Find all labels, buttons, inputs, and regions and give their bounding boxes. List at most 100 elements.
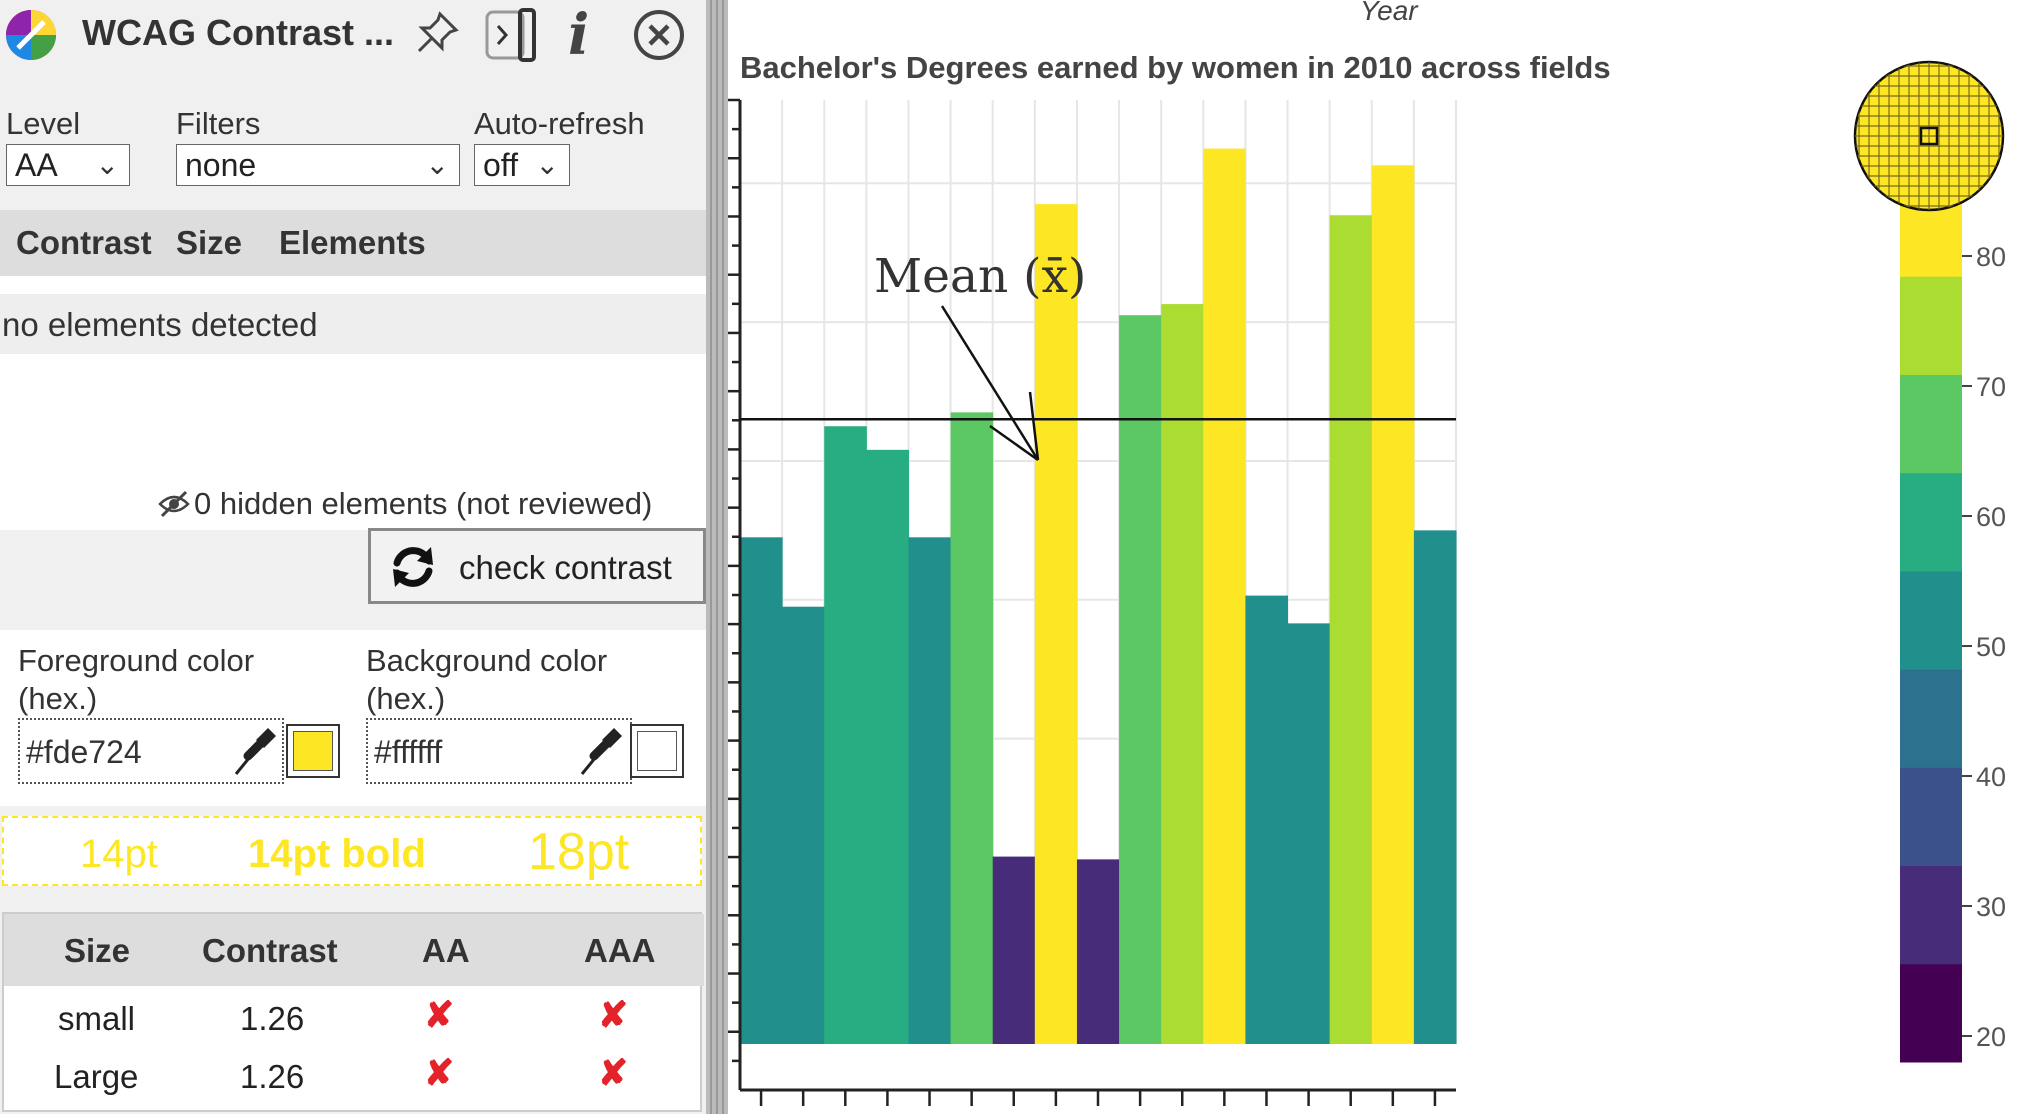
refresh-icon <box>393 547 433 587</box>
row-size: Large <box>54 1058 139 1095</box>
preview-18pt: 18pt <box>528 823 630 881</box>
elements-list: no elements detected 0 hidden elements (… <box>0 276 706 530</box>
aaa-fail-icon: ✘ <box>598 994 629 1035</box>
hidden-elements[interactable]: 0 hidden elements (not reviewed) <box>158 486 652 522</box>
text-preview: 14pt 14pt bold 18pt <box>2 816 702 886</box>
level-label: Level <box>6 106 81 141</box>
foreground-label-line2: (hex.) <box>18 681 98 716</box>
background-label-line1: Background color <box>366 643 608 678</box>
bar <box>1329 215 1373 1045</box>
year-label: Year <box>1360 0 1419 26</box>
empty-message: no elements detected <box>2 306 318 343</box>
bar <box>1119 315 1162 1044</box>
auto-refresh-select[interactable]: off ⌄ <box>474 144 570 186</box>
preview-14pt-bold: 14pt bold <box>248 832 426 876</box>
results-table: Size Contrast AA AAA small 1.26 ✘ ✘ Larg… <box>2 912 704 1112</box>
bar <box>1371 165 1415 1044</box>
auto-refresh-label: Auto-refresh <box>474 106 645 141</box>
color-picker-section: Foreground color (hex.) #fde724 Backgrou… <box>0 630 706 806</box>
colorbar-segment <box>1900 570 1962 670</box>
results-header-size: Size <box>64 932 131 969</box>
bar <box>824 426 867 1044</box>
background-label-line2: (hex.) <box>366 681 446 716</box>
column-size[interactable]: Size <box>176 224 243 261</box>
eye-slash-icon <box>158 490 190 518</box>
table-row: small 1.26 ✘ ✘ <box>4 986 704 1046</box>
annotation-arrow-head <box>989 391 1040 462</box>
row-contrast: 1.26 <box>240 1000 305 1037</box>
colorbar-tick-label: 60 <box>1976 502 2006 532</box>
bar <box>992 856 1036 1044</box>
bar <box>1287 623 1331 1044</box>
bar <box>1076 859 1120 1044</box>
results-header-aa: AA <box>422 932 470 969</box>
background-swatch-color <box>637 731 677 771</box>
bar <box>1245 595 1289 1044</box>
colorbar: 20 30 40 50 60 70 80 <box>1900 178 2006 1063</box>
pin-icon[interactable] <box>414 10 460 56</box>
loupe-center-pixel <box>1919 126 1939 146</box>
level-value: AA <box>15 147 58 183</box>
chevron-down-icon: ⌄ <box>425 149 449 180</box>
close-icon[interactable] <box>632 8 686 62</box>
colorbar-tick-label: 40 <box>1976 762 2006 792</box>
auto-refresh-value: off <box>483 147 518 183</box>
background-hex-input[interactable]: #ffffff <box>366 718 632 784</box>
preview-14pt: 14pt <box>80 832 158 876</box>
bar <box>782 606 825 1044</box>
aa-fail-icon: ✘ <box>424 1052 455 1093</box>
foreground-hex-input[interactable]: #fde724 <box>18 718 284 784</box>
eyedropper-icon[interactable] <box>232 726 278 778</box>
bar <box>908 537 952 1044</box>
panel-splitter[interactable] <box>706 0 728 1114</box>
table-row: Large 1.26 ✘ ✘ <box>4 1046 704 1106</box>
bar <box>1203 148 1246 1044</box>
filters-select[interactable]: none ⌄ <box>176 144 460 186</box>
colorbar-segment <box>1900 669 1962 768</box>
check-contrast-label: check contrast <box>459 549 672 586</box>
background-hex-value: #ffffff <box>374 734 443 770</box>
colorbar-tick-label: 20 <box>1976 1022 2006 1052</box>
background-swatch[interactable] <box>630 724 684 778</box>
panel-title: WCAG Contrast ... <box>82 12 394 53</box>
foreground-swatch-color <box>293 731 333 771</box>
bar <box>866 449 909 1044</box>
app-logo-icon <box>4 8 58 62</box>
elements-table-header: Contrast Size Elements <box>0 210 706 276</box>
column-elements[interactable]: Elements <box>279 224 426 261</box>
bar <box>1413 530 1457 1044</box>
foreground-label-line1: Foreground color <box>18 643 255 678</box>
bar <box>740 537 783 1044</box>
colorbar-segment <box>1900 767 1962 867</box>
bars <box>740 148 1457 1045</box>
loupe-grid <box>1855 62 2003 210</box>
hidden-elements-text: 0 hidden elements (not reviewed) <box>194 486 653 521</box>
y-axis <box>726 98 742 1090</box>
mean-annotation: Mean (x̄) <box>874 249 1086 304</box>
magnifier-loupe[interactable] <box>1849 56 2009 216</box>
chevron-down-icon: ⌄ <box>535 149 559 180</box>
dock-side-icon[interactable] <box>484 6 542 64</box>
colorbar-segment <box>1900 472 1962 572</box>
results-header-contrast: Contrast <box>202 932 338 969</box>
mean-line <box>740 305 1456 462</box>
column-contrast[interactable]: Contrast <box>16 224 152 261</box>
info-icon[interactable]: i <box>568 2 590 68</box>
background-label: Background color (hex.) <box>366 642 607 718</box>
level-select[interactable]: AA ⌄ <box>6 144 130 186</box>
chevron-down-icon: ⌄ <box>95 149 119 180</box>
empty-message-row: no elements detected <box>0 294 706 354</box>
bar <box>950 412 994 1045</box>
bar-chart: Year Bachelor's Degrees earned by women … <box>726 0 2009 1106</box>
colorbar-tick-label: 30 <box>1976 892 2006 922</box>
row-contrast: 1.26 <box>240 1058 305 1095</box>
filters-value: none <box>185 147 257 183</box>
filters-label: Filters <box>176 106 261 141</box>
colorbar-segment <box>1900 963 1962 1063</box>
row-size: small <box>58 1000 136 1037</box>
eyedropper-icon[interactable] <box>578 726 624 778</box>
foreground-swatch[interactable] <box>286 724 340 778</box>
chart-area: Year Bachelor's Degrees earned by women … <box>726 0 2023 1114</box>
check-contrast-button[interactable]: check contrast <box>368 528 706 604</box>
chart-title: Bachelor's Degrees earned by women in 20… <box>740 50 1611 85</box>
